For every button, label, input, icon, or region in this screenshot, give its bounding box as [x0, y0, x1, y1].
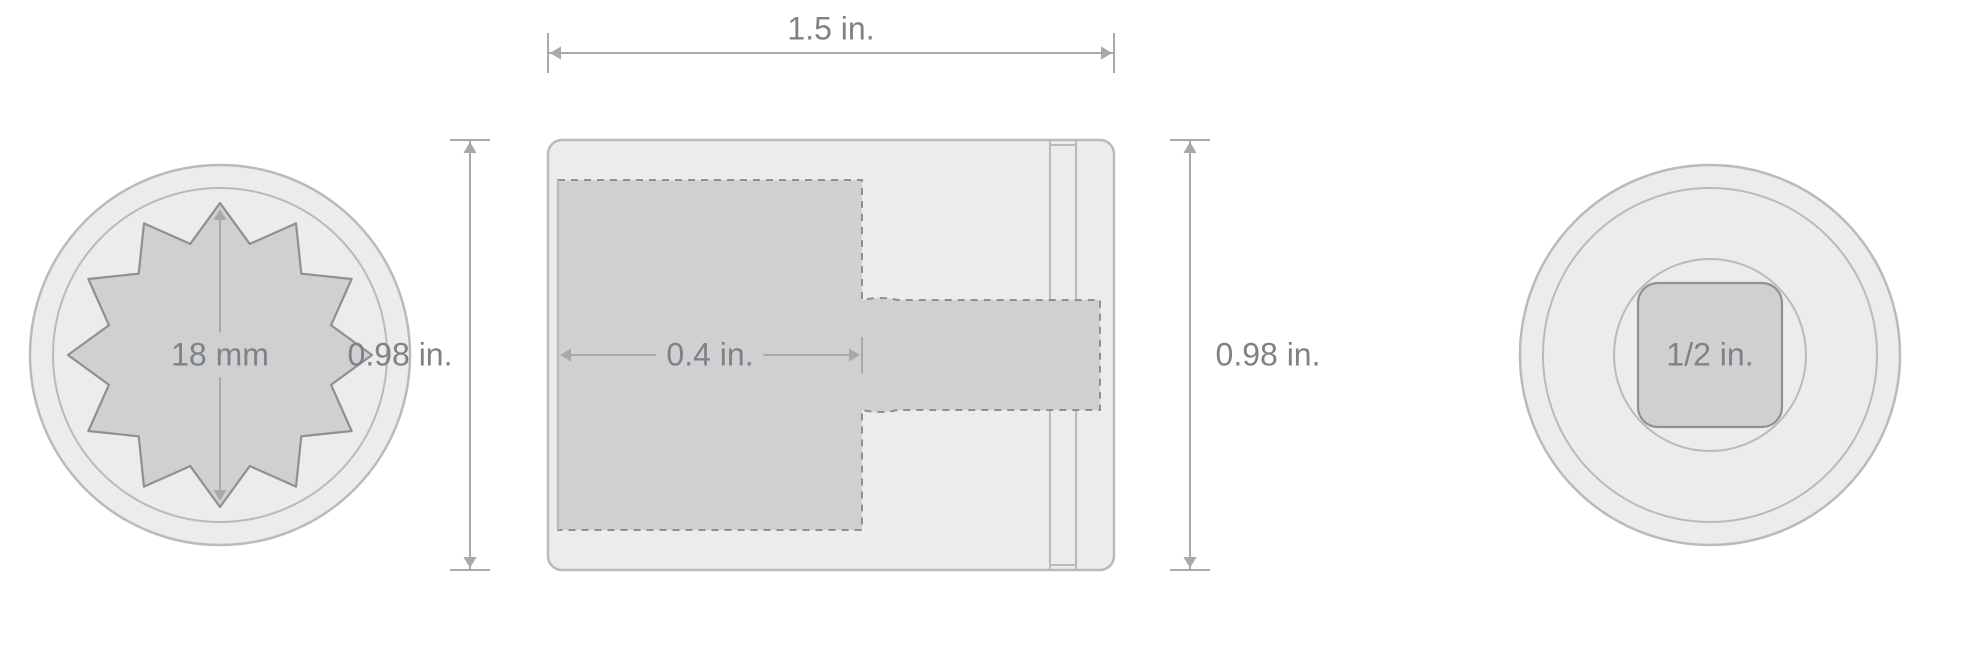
length-label: 1.5 in. — [787, 11, 874, 48]
diagram-svg — [0, 0, 1969, 650]
diagram-stage: 18 mm 1.5 in. 0.98 in. 0.98 in. 0.4 in. … — [0, 0, 1969, 650]
height-label-left: 0.98 in. — [348, 337, 453, 374]
hex-size-label: 18 mm — [157, 333, 283, 378]
drive-size-label: 1/2 in. — [1666, 337, 1753, 374]
side-view — [450, 33, 1210, 570]
height-label-right: 0.98 in. — [1216, 337, 1321, 374]
cavity-depth-label: 0.4 in. — [656, 335, 763, 376]
